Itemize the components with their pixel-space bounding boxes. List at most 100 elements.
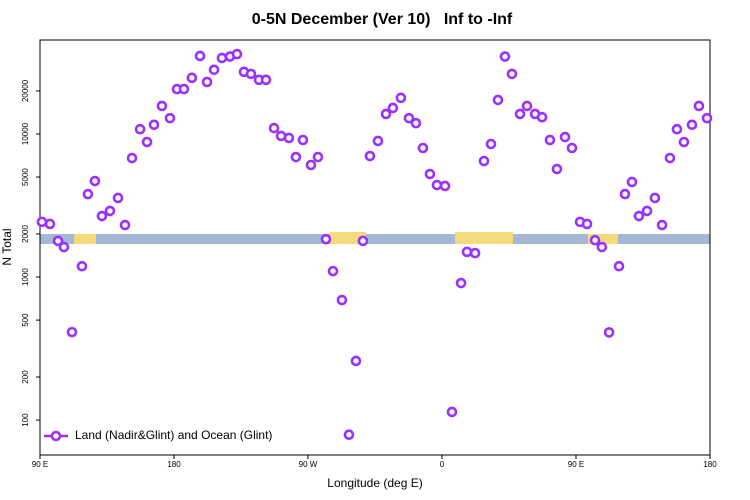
data-point	[245, 68, 257, 80]
y-tick-label: 1000	[21, 268, 30, 286]
data-point	[58, 241, 70, 253]
data-point	[514, 108, 526, 120]
data-point	[686, 119, 698, 131]
data-point	[194, 50, 206, 62]
data-point	[664, 152, 676, 164]
data-point	[492, 94, 504, 106]
land-patch	[74, 234, 96, 244]
data-point	[364, 150, 376, 162]
data-point	[424, 168, 436, 180]
data-point	[156, 100, 168, 112]
land-patch	[330, 232, 366, 244]
data-point	[485, 138, 497, 150]
data-point	[350, 355, 362, 367]
data-point	[320, 233, 332, 245]
y-tick-label: 500	[21, 313, 30, 327]
legend-label: Land (Nadir&Glint) and Ocean (Glint)	[75, 428, 272, 442]
data-point	[581, 218, 593, 230]
data-point	[678, 136, 690, 148]
data-point	[701, 112, 713, 124]
data-point	[112, 192, 124, 204]
data-point	[641, 205, 653, 217]
land-patch	[455, 232, 513, 244]
data-point	[201, 76, 213, 88]
data-point	[603, 327, 615, 338]
data-point	[461, 246, 473, 258]
x-tick-label: 0	[440, 460, 445, 469]
data-point	[164, 112, 176, 124]
data-point	[119, 219, 131, 231]
data-point	[536, 111, 548, 123]
data-point	[372, 135, 384, 147]
land-mask	[40, 232, 710, 244]
data-point	[613, 260, 625, 272]
y-tick-label: 2000	[21, 225, 30, 243]
data-point	[260, 74, 272, 86]
data-point	[76, 260, 88, 272]
x-tick-label: 90 E	[568, 460, 584, 469]
data-point	[283, 132, 295, 144]
data-point	[626, 176, 638, 188]
data-point	[343, 429, 355, 441]
plot-frame	[39, 39, 711, 456]
data-point	[551, 163, 563, 175]
data-point	[619, 188, 631, 200]
x-tick-label: 90 E	[32, 460, 48, 469]
data-point	[395, 92, 407, 104]
data-point	[44, 218, 56, 230]
data-point	[305, 159, 317, 171]
data-point	[380, 108, 392, 120]
data-point	[297, 134, 309, 146]
data-point	[506, 68, 518, 80]
ocean-band	[40, 234, 710, 244]
data-point	[446, 406, 458, 418]
data-point	[387, 102, 399, 114]
y-tick-label: 10000	[21, 122, 30, 145]
data-point	[455, 277, 467, 289]
data-point	[410, 117, 422, 129]
data-point	[671, 123, 683, 135]
land-patch	[588, 234, 618, 244]
data-point	[104, 205, 116, 217]
data-point	[649, 192, 661, 204]
y-tick-label: 100	[21, 413, 30, 427]
x-tick-label: 180	[703, 460, 717, 469]
data-point	[141, 136, 153, 148]
data-point	[290, 151, 302, 163]
y-axis-label: N Total	[0, 228, 14, 265]
x-axis-label: Longitude (deg E)	[327, 476, 422, 490]
data-point	[89, 175, 101, 187]
data-point	[126, 152, 138, 164]
legend-marker	[50, 430, 62, 442]
data-point	[521, 100, 533, 112]
data-point	[327, 265, 339, 277]
data-point	[417, 142, 429, 154]
data-point	[231, 48, 243, 60]
data-point	[633, 210, 645, 222]
chart-title: 0-5N December (Ver 10) Inf to -Inf	[252, 11, 513, 28]
data-point	[559, 131, 571, 143]
data-point	[82, 188, 94, 200]
data-point	[336, 294, 348, 306]
data-point	[439, 180, 451, 192]
data-point	[148, 119, 160, 131]
data-point	[312, 151, 324, 163]
data-point	[268, 122, 280, 134]
data-point	[66, 326, 78, 338]
data-point	[357, 235, 369, 247]
y-tick-label: 5000	[21, 168, 30, 186]
data-point	[403, 112, 415, 124]
data-point	[589, 234, 601, 246]
data-point	[693, 100, 705, 112]
data-point	[186, 72, 198, 84]
data-point	[478, 155, 490, 167]
data-point	[96, 210, 108, 222]
data-point	[596, 241, 608, 253]
data-point	[52, 235, 64, 247]
data-point	[216, 52, 228, 64]
data-point	[544, 134, 556, 146]
data-point	[499, 51, 511, 62]
x-tick-label: 180	[167, 460, 181, 469]
y-tick-label: 200	[21, 370, 30, 384]
